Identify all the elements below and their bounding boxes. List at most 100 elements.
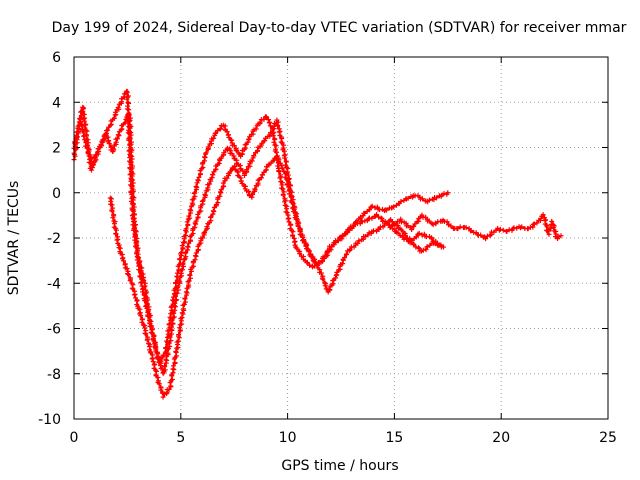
data-point-marker [172,307,178,313]
data-point-marker [196,174,202,180]
data-point-marker [186,278,192,284]
data-point-marker [275,163,281,169]
data-point-marker [320,276,326,282]
data-point-marker [414,234,420,240]
data-point-marker [416,230,422,236]
data-point-marker [221,150,227,156]
data-point-marker [497,226,503,232]
data-point-marker [226,170,232,176]
data-point-marker [218,155,224,161]
data-point-marker [294,245,300,251]
data-point-marker [130,201,136,207]
y-tick-label: -8 [47,367,61,383]
data-point-marker [218,187,224,193]
x-tick-label: 20 [492,430,510,446]
data-point-marker [133,222,139,228]
data-point-marker [285,216,291,222]
data-point-marker [149,356,155,362]
data-point-marker [419,232,425,238]
data-point-marker [306,249,312,255]
data-point-marker [193,253,199,259]
data-point-marker [283,159,289,165]
data-point-marker [405,195,411,201]
y-tick-label: 4 [52,95,61,111]
data-point-marker [202,229,208,235]
data-point-marker [384,220,390,226]
data-point-marker [304,260,310,266]
data-point-marker [277,175,283,181]
data-point-marker [387,224,393,230]
data-point-marker [113,109,119,115]
data-point-marker [398,216,404,222]
data-point-marker [171,314,177,320]
data-point-marker [356,238,362,244]
data-point-marker [423,247,429,253]
data-point-marker [184,290,190,296]
data-point-marker [175,284,181,290]
data-point-marker [419,196,425,202]
x-tick-label: 5 [176,430,185,446]
data-point-marker [172,304,178,310]
data-point-marker [224,175,230,181]
data-point-marker [531,221,537,227]
data-point-marker [125,271,131,277]
data-point-marker [182,295,188,301]
data-point-marker [201,230,207,236]
data-point-marker [133,240,139,246]
data-point-marker [139,265,145,271]
data-point-marker [173,348,179,354]
data-point-marker [391,204,397,210]
data-point-marker [141,284,147,290]
data-point-marker [193,250,199,256]
data-point-marker [128,160,134,166]
data-point-marker [376,214,382,220]
data-point-marker [321,255,327,261]
data-point-marker [276,168,282,174]
data-point-marker [203,150,209,156]
data-point-marker [232,164,238,170]
plot-frame [73,56,609,420]
data-point-marker [211,135,217,141]
data-point-marker [210,171,216,177]
data-point-marker [193,183,199,189]
data-point-marker [172,360,178,366]
data-point-marker [128,132,134,138]
data-point-marker [416,245,422,251]
y-tick-label: -4 [47,276,61,292]
data-point-marker [419,212,425,218]
data-point-marker [163,357,169,363]
data-point-marker [137,274,143,280]
data-point-marker [105,134,111,140]
data-point-marker [291,239,297,245]
data-point-marker [279,165,285,171]
data-point-marker [167,343,173,349]
data-point-marker [109,208,115,214]
data-point-marker [124,89,130,95]
data-point-marker [205,144,211,150]
data-point-marker [151,333,157,339]
data-point-marker [534,220,540,226]
data-point-marker [129,183,135,189]
data-point-marker [249,191,255,197]
data-point-marker [239,180,245,186]
data-point-marker [376,227,382,233]
data-point-marker [252,186,258,192]
data-point-marker [133,229,139,235]
data-point-marker [463,225,469,231]
data-point-marker [120,258,126,264]
data-point-marker [318,270,324,276]
data-point-marker [131,292,137,298]
data-point-marker [152,344,158,350]
data-point-marker [148,323,154,329]
data-point-marker [207,181,213,187]
data-point-marker [405,223,411,229]
y-tick-label: 6 [52,50,61,66]
data-point-marker [506,227,512,233]
data-point-marker [79,127,85,133]
data-point-marker [130,216,136,222]
data-point-marker [134,253,140,259]
data-point-marker [129,156,135,162]
data-point-marker [178,249,184,255]
data-point-marker [369,215,375,221]
data-point-marker [277,160,283,166]
